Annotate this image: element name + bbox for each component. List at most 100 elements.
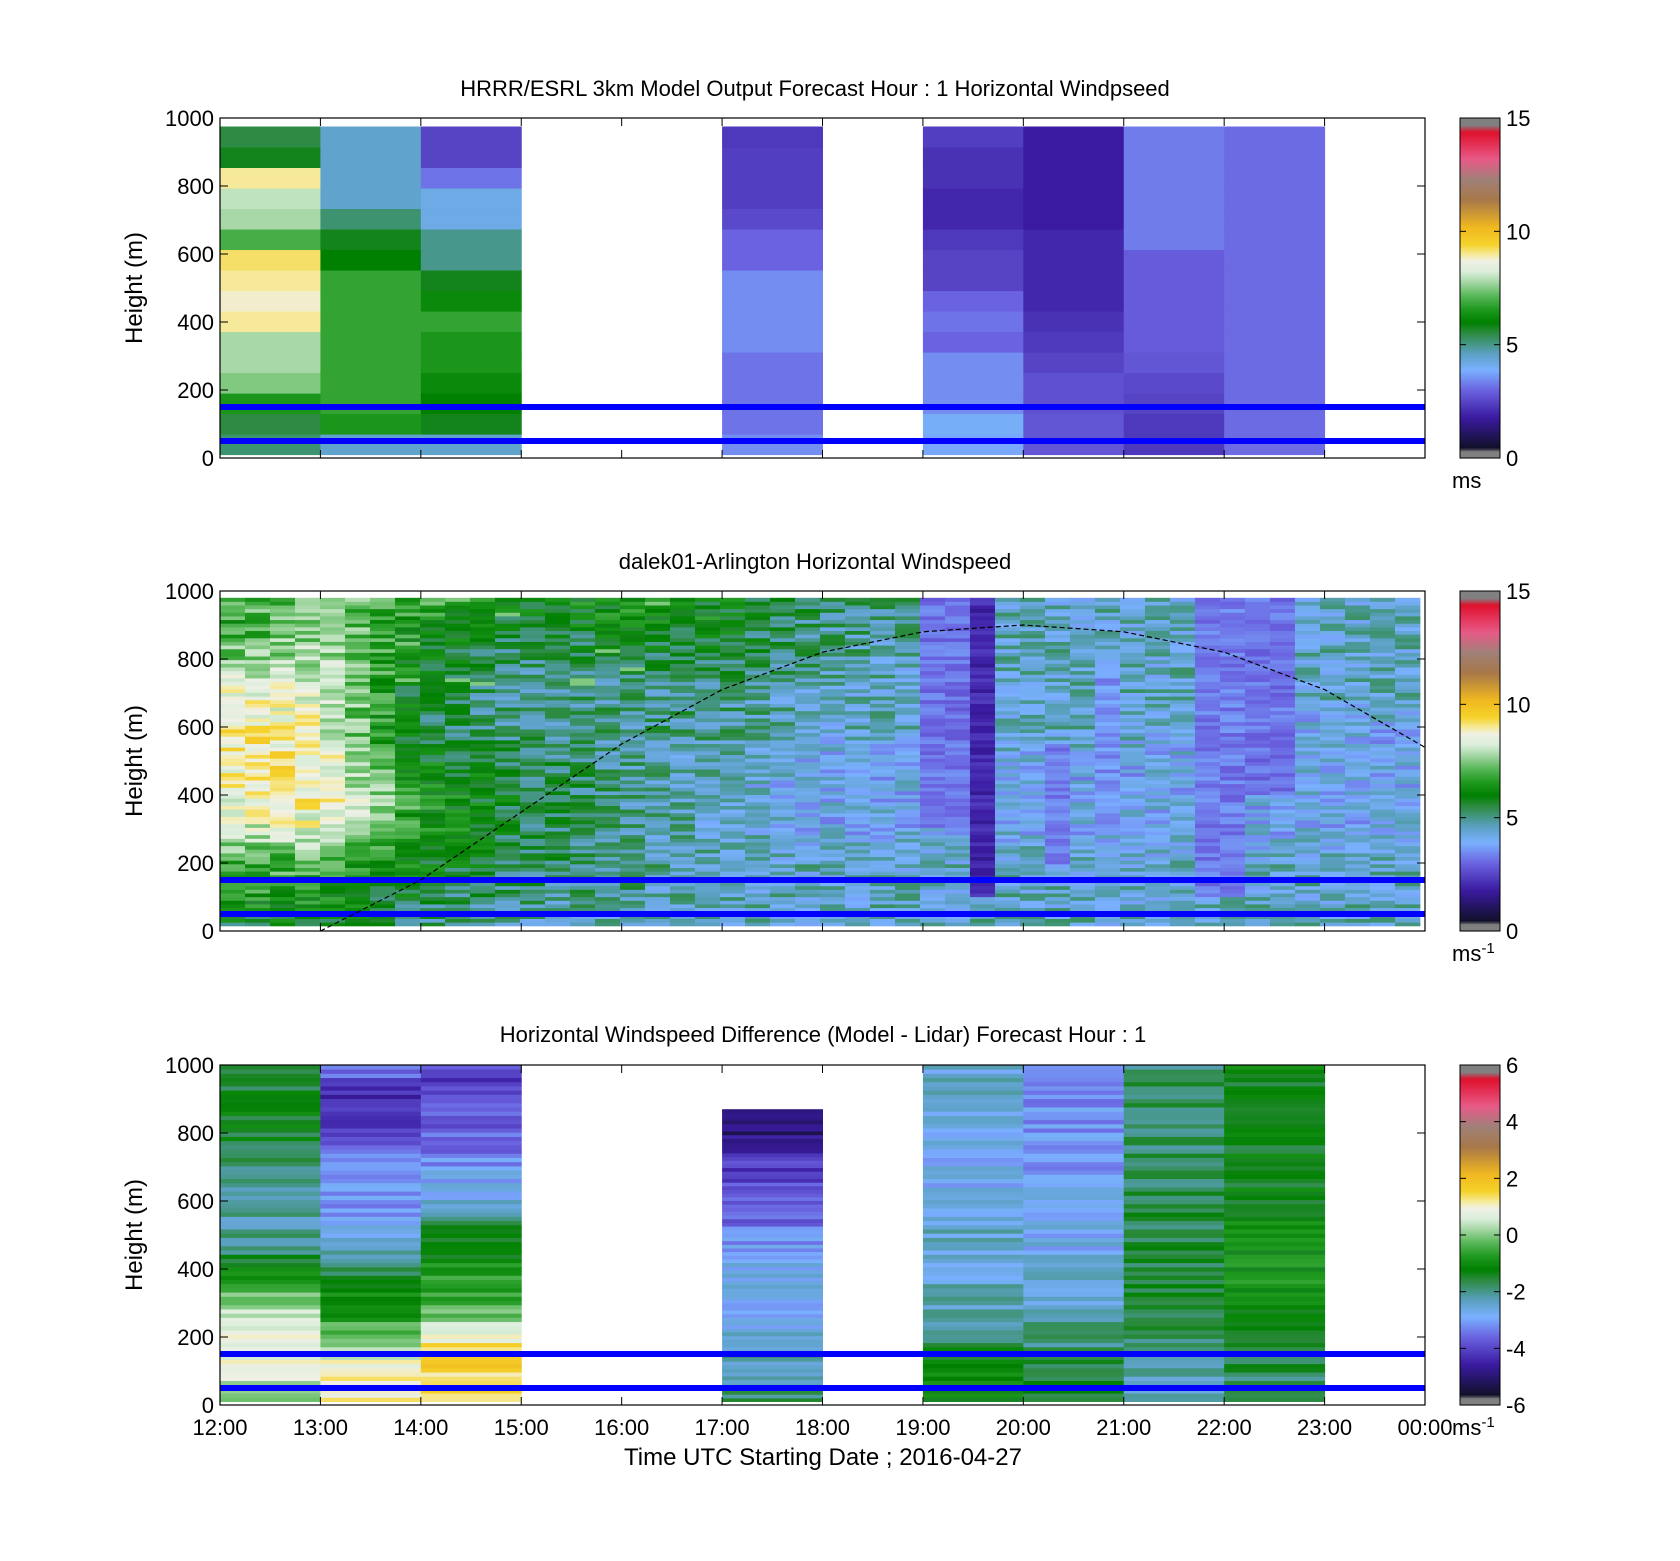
heatmap-cell xyxy=(1294,867,1321,872)
heatmap-cell xyxy=(1394,747,1421,752)
heatmap-cell xyxy=(494,674,521,679)
heatmap-cell xyxy=(1269,667,1296,672)
heatmap-cell xyxy=(1169,823,1196,828)
heatmap-cell xyxy=(1244,623,1271,628)
heatmap-cell xyxy=(719,674,746,679)
colorbar-swatch xyxy=(1460,735,1500,738)
heatmap-cell xyxy=(744,608,771,613)
heatmap-cell xyxy=(220,1161,321,1167)
colorbar-swatch xyxy=(1460,841,1500,844)
heatmap-cell xyxy=(419,922,446,927)
heatmap-cell xyxy=(569,863,596,868)
heatmap-cell xyxy=(269,645,296,650)
heatmap-cell xyxy=(220,1292,321,1297)
heatmap-cell xyxy=(1044,670,1071,675)
heatmap-cell xyxy=(1269,780,1296,785)
heatmap-cell xyxy=(969,798,996,803)
heatmap-cell xyxy=(244,623,271,628)
heatmap-cell xyxy=(1044,714,1071,719)
heatmap-cell xyxy=(744,922,771,927)
heatmap-cell xyxy=(1119,838,1146,843)
heatmap-cell xyxy=(394,834,421,839)
heatmap-cell xyxy=(1194,863,1221,868)
heatmap-cell xyxy=(469,871,496,876)
colorbar-swatch xyxy=(1460,703,1500,706)
heatmap-cell xyxy=(1369,597,1396,602)
heatmap-cell xyxy=(769,747,796,752)
heatmap-cell xyxy=(1319,823,1346,828)
heatmap-cell xyxy=(594,681,621,686)
heatmap-cell xyxy=(769,783,796,788)
heatmap-cell xyxy=(1044,685,1071,690)
heatmap-cell xyxy=(269,616,296,621)
heatmap-cell xyxy=(769,816,796,821)
heatmap-cell xyxy=(1344,794,1371,799)
heatmap-cell xyxy=(869,623,896,628)
heatmap-cell xyxy=(344,845,371,850)
heatmap-cell xyxy=(994,678,1021,683)
heatmap-cell xyxy=(1119,889,1146,894)
heatmap-cell xyxy=(369,601,396,606)
heatmap-cell xyxy=(1219,648,1246,653)
heatmap-cell xyxy=(1094,685,1121,690)
heatmap-cell xyxy=(744,707,771,712)
heatmap-cell xyxy=(844,656,871,661)
heatmap-cell xyxy=(919,721,946,726)
heatmap-cell xyxy=(969,809,996,814)
heatmap-cell xyxy=(1294,820,1321,825)
heatmap-cell xyxy=(220,747,246,752)
heatmap-cell xyxy=(1394,885,1421,890)
heatmap-cell xyxy=(220,842,246,847)
heatmap-cell xyxy=(669,729,696,734)
heatmap-cell xyxy=(494,765,521,770)
heatmap-cell xyxy=(494,699,521,704)
heatmap-cell xyxy=(1094,623,1121,628)
heatmap-cell xyxy=(944,616,971,621)
heatmap-cell xyxy=(320,126,422,148)
heatmap-cell xyxy=(769,714,796,719)
colorbar-swatch xyxy=(1460,130,1500,133)
heatmap-cell xyxy=(919,732,946,737)
heatmap-cell xyxy=(1019,678,1046,683)
heatmap-cell xyxy=(994,743,1021,748)
heatmap-cell xyxy=(419,645,446,650)
heatmap-cell xyxy=(569,681,596,686)
heatmap-cell xyxy=(944,827,971,832)
heatmap-cell xyxy=(894,812,921,817)
heatmap-cell xyxy=(1169,856,1196,861)
heatmap-cell xyxy=(469,882,496,887)
heatmap-cell xyxy=(944,798,971,803)
heatmap-cell xyxy=(969,769,996,774)
heatmap-cell xyxy=(844,696,871,701)
colorbar-swatch xyxy=(1460,769,1500,772)
heatmap-cell xyxy=(394,670,421,675)
heatmap-cell xyxy=(694,754,721,759)
heatmap-cell xyxy=(1019,885,1046,890)
heatmap-cell xyxy=(594,754,621,759)
heatmap-cell xyxy=(1319,834,1346,839)
heatmap-cell xyxy=(369,692,396,697)
colorbar-swatch xyxy=(1460,715,1500,718)
colorbar-swatch xyxy=(1460,919,1500,922)
heatmap-cell xyxy=(1294,739,1321,745)
heatmap-cell xyxy=(344,619,371,624)
heatmap-cell xyxy=(769,710,796,715)
heatmap-cell xyxy=(1169,758,1196,763)
heatmap-cell xyxy=(244,831,271,836)
heatmap-cell xyxy=(919,641,946,646)
heatmap-cell xyxy=(294,678,321,683)
heatmap-cell xyxy=(969,852,996,858)
heatmap-cell xyxy=(1394,801,1421,806)
heatmap-cell xyxy=(1319,896,1346,901)
heatmap-cell xyxy=(769,605,796,610)
heatmap-cell xyxy=(1319,681,1346,686)
heatmap-cell xyxy=(744,776,771,781)
heatmap-cell xyxy=(1224,188,1326,210)
heatmap-cell xyxy=(744,867,771,872)
heatmap-cell xyxy=(644,707,671,712)
heatmap-cell xyxy=(394,696,421,701)
heatmap-cell xyxy=(744,831,771,836)
heatmap-cell xyxy=(1294,670,1321,675)
heatmap-cell xyxy=(719,922,746,927)
heatmap-cell xyxy=(419,812,446,817)
